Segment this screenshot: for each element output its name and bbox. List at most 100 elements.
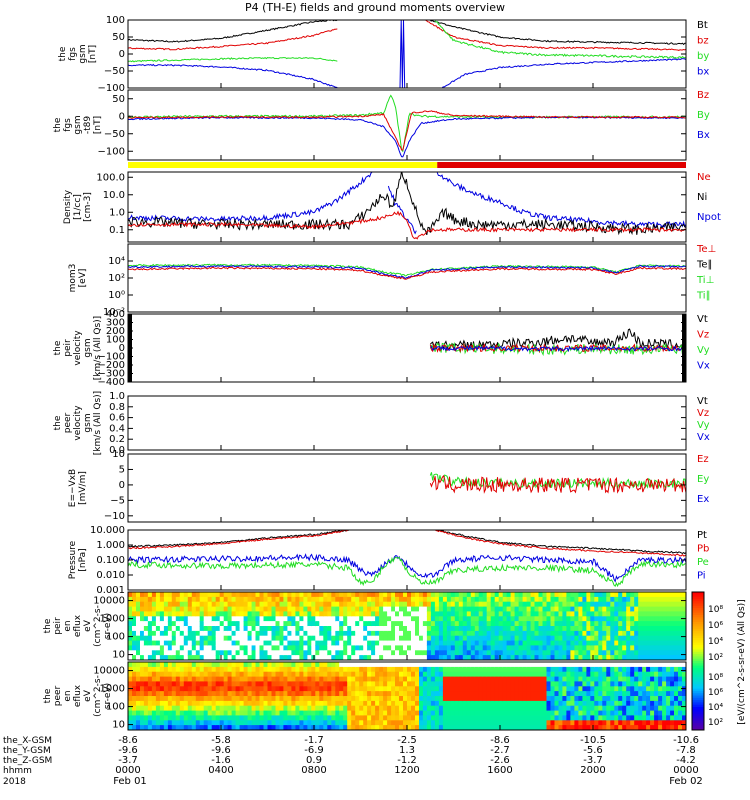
heatmap-cell (327, 611, 332, 617)
heatmap-cell (207, 626, 213, 632)
heatmap-cell (355, 662, 360, 668)
heatmap-cell (159, 635, 165, 642)
heatmap-cell (171, 592, 177, 598)
heatmap-cell (506, 676, 512, 683)
heatmap-cell (474, 635, 480, 642)
heatmap-cell (132, 650, 137, 656)
heatmap-cell (347, 655, 352, 660)
heatmap-cell (179, 616, 185, 622)
ytick-label: 10000 (93, 596, 125, 607)
heatmap-cell (522, 635, 528, 642)
heatmap-cell (482, 705, 488, 712)
heatmap-cell (546, 691, 552, 697)
heatmap-cell (422, 626, 428, 632)
heatmap-cell (670, 705, 675, 712)
heatmap-cell (271, 666, 277, 673)
heatmap-cell (682, 650, 686, 656)
heatmap-cell (128, 696, 133, 702)
heatmap-cell (518, 645, 524, 651)
heatmap-cell (159, 616, 165, 622)
date-label-start: Feb 01 (113, 776, 147, 787)
heatmap-cell (307, 700, 312, 707)
heatmap-cell (458, 630, 464, 637)
heatmap-cell (518, 616, 524, 622)
heatmap-cell (251, 606, 257, 613)
heatmap-cell (538, 696, 544, 702)
heatmap-cell (458, 611, 464, 617)
heatmap-cell (658, 705, 663, 712)
heatmap-cell (506, 601, 512, 608)
heatmap-cell (263, 671, 269, 678)
heatmap-cell (415, 616, 420, 622)
heatmap-cell (578, 681, 583, 687)
heatmap-cell (411, 720, 416, 726)
heatmap-cell (506, 650, 512, 656)
heatmap-cell (323, 655, 328, 660)
heatmap-cell (562, 700, 567, 707)
heatmap-cell (143, 671, 149, 678)
heatmap-cell (682, 655, 686, 660)
heatmap-cell (335, 640, 340, 647)
heatmap-cell (411, 616, 416, 622)
heatmap-cell (466, 626, 472, 632)
heatmap-cell (446, 645, 452, 651)
heatmap-cell (582, 596, 587, 603)
heatmap-cell (383, 705, 388, 712)
heatmap-cell (562, 662, 567, 668)
heatmap-cell (458, 650, 464, 656)
heatmap-cell (578, 662, 583, 668)
heatmap-cell (223, 621, 229, 627)
heatmap-cell (422, 715, 428, 721)
heatmap-cell (450, 705, 456, 712)
heatmap-cell (550, 710, 556, 717)
heatmap-cell (558, 630, 564, 637)
heatmap-cell (458, 705, 464, 712)
heatmap-cell (546, 621, 552, 627)
heatmap-cell (211, 626, 217, 632)
heatmap-cell (422, 616, 428, 622)
heatmap-cell (542, 601, 548, 608)
heatmap-cell (498, 601, 504, 608)
series-line-5 (399, 20, 406, 88)
series-line-2 (387, 185, 417, 235)
heatmap-cell (538, 691, 544, 697)
heatmap-cell (678, 630, 683, 637)
heatmap-cell (291, 676, 296, 683)
heatmap-cell (670, 710, 675, 717)
heatmap-cell (307, 725, 312, 730)
heatmap-cell (243, 705, 249, 712)
heatmap-cell (630, 630, 635, 637)
heatmap-cell (387, 671, 392, 678)
heatmap-cell (498, 650, 504, 656)
heatmap-cell (570, 606, 575, 613)
heatmap-cell (434, 700, 440, 707)
heatmap-cell (195, 621, 201, 627)
heatmap-cell (666, 681, 671, 687)
heatmap-cell (630, 681, 635, 687)
heatmap-cell (466, 616, 472, 622)
ytick-label: 300 (106, 318, 125, 329)
heatmap-cell (594, 616, 599, 622)
heatmap-cell (255, 596, 261, 603)
heatmap-cell (526, 592, 532, 598)
heatmap-cell (450, 611, 456, 617)
heatmap-cell (259, 725, 265, 730)
heatmap-cell (399, 621, 404, 627)
heatmap-cell (650, 645, 655, 651)
heatmap-cell (466, 655, 472, 660)
heatmap-cell (578, 710, 583, 717)
colorbar-swatch (692, 651, 704, 655)
heatmap-cell (327, 686, 332, 692)
heatmap-cell (442, 616, 448, 622)
heatmap-cell (674, 601, 679, 608)
heatmap-cell (243, 671, 249, 678)
heatmap-cell (359, 601, 364, 608)
heatmap-cell (478, 686, 484, 692)
heatmap-cell (303, 662, 308, 668)
heatmap-cell (367, 715, 372, 721)
heatmap-cell (307, 710, 312, 717)
heatmap-cell (195, 655, 201, 660)
heatmap-cell (295, 611, 300, 617)
heatmap-cell (175, 705, 181, 712)
heatmap-cell (438, 645, 444, 651)
